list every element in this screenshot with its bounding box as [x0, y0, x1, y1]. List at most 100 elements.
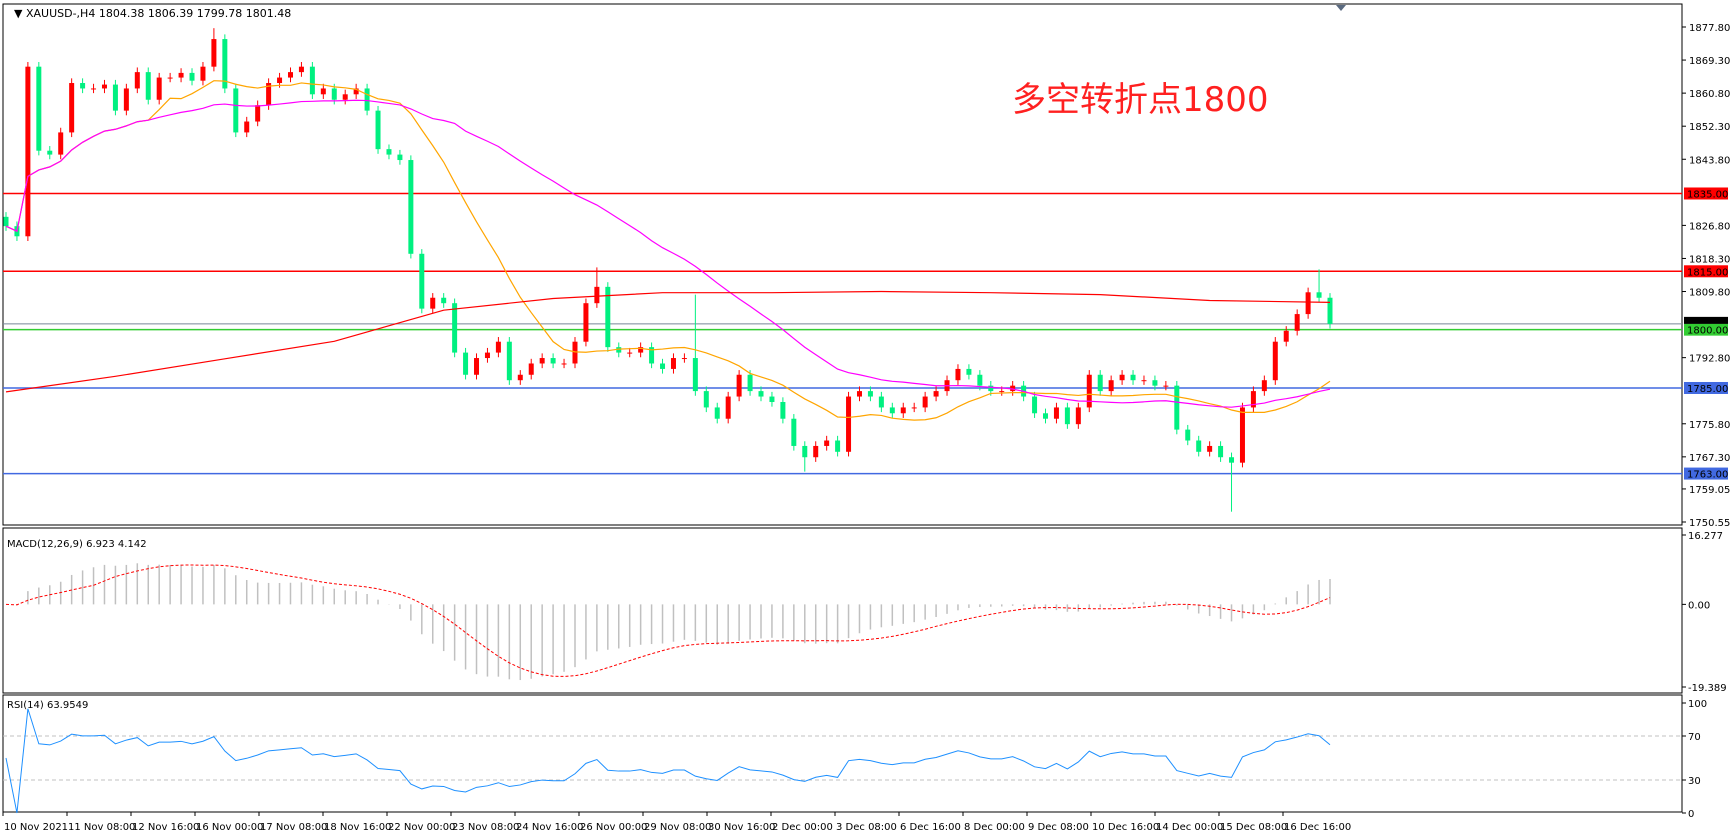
candle-bearish: [1174, 385, 1180, 430]
level-label: 1815.00: [1687, 267, 1728, 278]
level-label-bg: [1684, 265, 1728, 278]
candle-bearish: [1196, 440, 1202, 452]
candle-bullish: [1261, 380, 1267, 392]
candle-bearish: [1130, 374, 1136, 381]
candle-bullish: [484, 352, 490, 359]
shift-marker-icon: [1336, 5, 1346, 11]
candle-bearish: [714, 407, 720, 419]
candle-bearish: [1064, 407, 1070, 425]
time-tick-label: 30 Nov 16:00: [708, 822, 775, 833]
rsi-line: [5, 708, 1331, 814]
time-tick-label: 16 Nov 00:00: [196, 822, 263, 833]
candle-bullish: [900, 407, 906, 414]
macd-tick-label: -19.389: [1688, 683, 1727, 694]
candle-bearish: [692, 358, 698, 392]
candle-bullish: [1108, 380, 1114, 392]
candle-bullish: [1305, 292, 1311, 315]
candle-bearish: [1316, 292, 1322, 298]
candle-bearish: [233, 88, 239, 133]
candle-bullish: [178, 72, 184, 78]
candle-bullish: [1163, 385, 1169, 387]
candle-bearish: [463, 352, 469, 375]
candle-bearish: [878, 396, 884, 408]
price-tick-label: 1860.80: [1689, 89, 1730, 100]
time-tick-label: 17 Nov 08:00: [260, 822, 327, 833]
candle-bearish: [386, 149, 392, 155]
candle-bullish: [846, 396, 852, 452]
time-tick-label: 8 Dec 00:00: [964, 822, 1025, 833]
macd-panel-frame: [2, 527, 1683, 694]
candle-bearish: [397, 154, 403, 161]
candle-bearish: [112, 84, 118, 111]
candle-bullish: [266, 83, 272, 106]
price-tick-label: 1826.80: [1689, 221, 1730, 232]
time-tick-label: 3 Dec 08:00: [836, 822, 897, 833]
dropdown-triangle-icon[interactable]: ▼: [14, 7, 23, 20]
candle-bearish: [364, 88, 370, 111]
time-tick-label: 29 Nov 08:00: [644, 822, 711, 833]
main-panel-frame: [2, 3, 1683, 526]
candle-bullish: [736, 374, 742, 397]
time-tick-label: 23 Nov 08:00: [452, 822, 519, 833]
candle-bullish: [583, 303, 589, 342]
level-label: 1835.00: [1687, 189, 1728, 200]
candle-bearish: [222, 39, 228, 89]
candle-bullish: [244, 121, 250, 133]
candle-bullish: [58, 132, 64, 155]
candle-bullish: [627, 352, 633, 354]
price-tick-label: 1767.30: [1689, 453, 1730, 464]
price-tick-label: 1792.80: [1689, 354, 1730, 365]
candle-bullish: [856, 391, 862, 397]
level-label-bg: [1684, 187, 1728, 200]
candle-bullish: [287, 72, 293, 78]
candle-bearish: [758, 391, 764, 397]
time-tick-label: 22 Nov 00:00: [388, 822, 455, 833]
candle-bearish: [966, 368, 972, 375]
rsi-tick-label: 0: [1688, 809, 1694, 820]
annotation-text: 多空转折点1800: [1012, 80, 1269, 120]
time-tick-label: 10 Dec 16:00: [1092, 822, 1159, 833]
candle-bearish: [80, 83, 86, 89]
candle-bullish: [517, 374, 523, 381]
time-tick-label: 16 Dec 16:00: [1284, 822, 1351, 833]
candle-bearish: [1032, 396, 1038, 414]
rsi-tick-label: 100: [1688, 699, 1707, 710]
macd-tick-label: 0.00: [1688, 600, 1710, 611]
candle-bullish: [681, 358, 687, 360]
macd-signal-line: [5, 564, 1331, 677]
candle-bullish: [1075, 407, 1081, 425]
symbol-label: XAUUSD-,H4: [25, 7, 96, 20]
candle-bearish: [769, 396, 775, 402]
price-tick-label: 1843.80: [1689, 155, 1730, 166]
candle-bullish: [1294, 314, 1300, 331]
candle-bearish: [550, 358, 556, 364]
candle-bullish: [123, 88, 129, 111]
candle-bearish: [1097, 374, 1103, 392]
candle-bullish: [495, 341, 501, 353]
candle-bearish: [145, 72, 151, 100]
candle-bullish: [813, 445, 819, 458]
candle-bullish: [911, 407, 917, 409]
price-tick-label: 1852.30: [1689, 122, 1730, 133]
price-tick-label: 1809.80: [1689, 288, 1730, 299]
candle-bearish: [1327, 297, 1333, 324]
time-tick-label: 11 Nov 08:00: [68, 822, 135, 833]
candle-bearish: [331, 88, 337, 100]
candle-bearish: [660, 363, 666, 369]
candle-bullish: [101, 84, 107, 89]
level-label: 1800.00: [1687, 326, 1728, 337]
candle-bullish: [670, 358, 676, 369]
bid-label-bg: [1684, 316, 1728, 324]
ohlc-values: 1804.38 1806.39 1799.78 1801.48: [98, 7, 292, 20]
candle-bearish: [1218, 445, 1224, 458]
candle-bearish: [1043, 413, 1049, 419]
candle-bearish: [309, 66, 315, 95]
candle-bullish: [922, 396, 928, 408]
candle-bullish: [1207, 445, 1213, 452]
candle-bullish: [211, 39, 217, 67]
candle-bullish: [255, 105, 261, 122]
candle-bullish: [824, 440, 830, 446]
candle-bearish: [616, 347, 622, 353]
candle-bearish: [506, 341, 512, 381]
